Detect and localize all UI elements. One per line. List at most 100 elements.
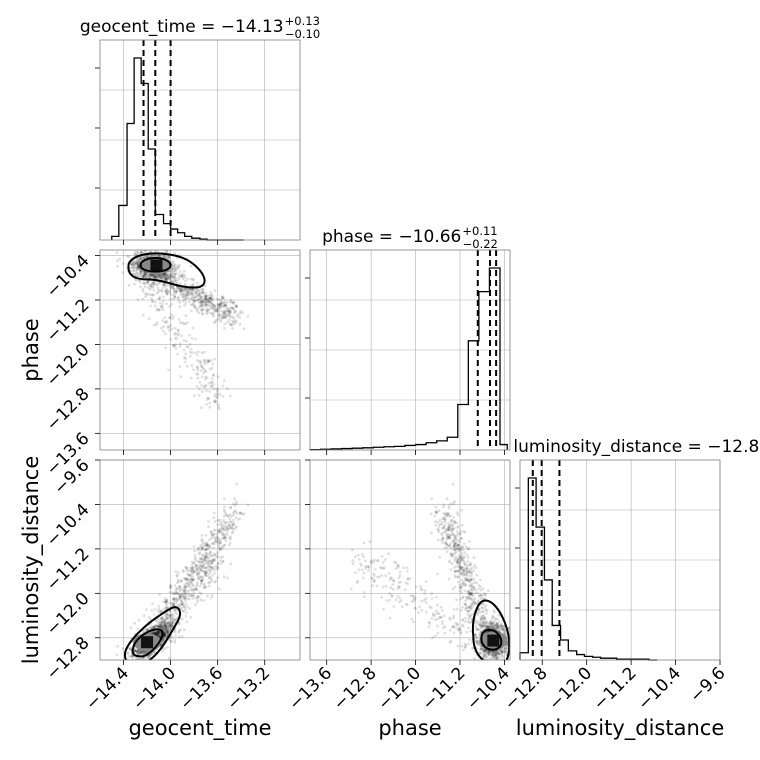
sample-point xyxy=(197,297,201,300)
sample-point xyxy=(132,263,136,266)
sample-point xyxy=(206,559,210,563)
sample-point xyxy=(471,600,475,604)
sample-point xyxy=(169,284,173,288)
sample-point xyxy=(162,634,166,637)
sample-point xyxy=(492,653,496,657)
sample-point xyxy=(149,653,153,657)
sample-point xyxy=(195,569,199,573)
sample-point xyxy=(453,520,457,523)
sample-point xyxy=(182,322,186,325)
sample-point xyxy=(144,651,148,655)
sample-point xyxy=(228,314,232,318)
sample-point xyxy=(177,597,181,601)
sample-point xyxy=(150,297,154,301)
sample-point xyxy=(208,296,212,300)
sample-point xyxy=(145,650,149,654)
sample-point xyxy=(199,295,202,298)
sample-point xyxy=(134,656,138,660)
sample-point xyxy=(129,647,132,651)
sample-point xyxy=(173,295,177,299)
sample-point xyxy=(150,274,154,278)
sample-point xyxy=(462,569,465,573)
sample-point xyxy=(162,624,166,628)
sample-point xyxy=(496,651,500,654)
sample-point xyxy=(462,584,466,587)
sample-point xyxy=(155,624,159,628)
sample-point xyxy=(500,651,504,654)
sample-point xyxy=(126,651,130,655)
sample-point xyxy=(184,290,188,294)
sample-point xyxy=(180,274,184,277)
sample-point xyxy=(157,631,160,634)
sample-point xyxy=(453,552,457,555)
sample-point xyxy=(445,497,449,501)
sample-point xyxy=(495,622,498,626)
sample-point xyxy=(475,639,478,643)
sample-point xyxy=(164,600,167,604)
sample-point xyxy=(166,617,170,620)
sample-point xyxy=(440,532,443,535)
sample-point xyxy=(164,273,168,276)
sample-point xyxy=(500,622,504,626)
sample-point xyxy=(212,373,215,377)
sample-point xyxy=(455,560,459,563)
sample-point xyxy=(476,628,480,632)
sample-point xyxy=(183,597,187,600)
sample-point xyxy=(496,627,500,631)
sample-point xyxy=(452,631,456,635)
sample-point xyxy=(132,264,136,268)
sample-point xyxy=(204,548,208,552)
sample-point xyxy=(209,298,213,302)
sample-point xyxy=(160,626,164,630)
sample-point xyxy=(200,384,203,387)
sample-point xyxy=(483,624,487,628)
sample-point xyxy=(183,356,186,360)
sample-point xyxy=(496,625,499,629)
sample-point xyxy=(148,276,152,279)
sample-point xyxy=(139,649,143,653)
sample-point xyxy=(142,271,146,275)
sample-point xyxy=(455,521,458,525)
sample-point xyxy=(131,242,134,245)
sample-point xyxy=(481,625,485,629)
sample-point xyxy=(400,605,404,609)
sample-point xyxy=(216,523,220,526)
sample-point xyxy=(147,655,150,659)
sample-point xyxy=(196,298,200,302)
sample-point xyxy=(439,605,443,609)
sample-point xyxy=(460,556,464,560)
sample-point xyxy=(181,603,185,607)
sample-point xyxy=(182,570,185,574)
sample-point xyxy=(173,584,177,587)
sample-point xyxy=(158,610,162,614)
sample-point xyxy=(167,277,171,281)
sample-point xyxy=(222,313,225,317)
sample-point xyxy=(190,336,194,340)
sample-point xyxy=(184,297,187,300)
sample-point xyxy=(159,626,163,630)
sample-point xyxy=(152,276,156,279)
sample-point xyxy=(453,500,456,503)
sample-point xyxy=(150,609,154,612)
sample-point xyxy=(436,624,439,628)
sample-point xyxy=(453,557,457,560)
sample-point xyxy=(490,656,494,659)
sample-point xyxy=(484,650,488,654)
sample-point xyxy=(218,307,222,310)
sample-point xyxy=(460,508,463,512)
sample-point xyxy=(158,623,162,627)
sample-point xyxy=(178,585,182,589)
sample-point xyxy=(165,250,169,253)
sample-point xyxy=(204,305,208,309)
sample-point xyxy=(161,639,165,643)
sample-point xyxy=(452,520,456,523)
sample-point xyxy=(464,607,468,610)
sample-point xyxy=(396,564,400,568)
sample-point xyxy=(159,624,163,628)
sample-point xyxy=(353,555,357,559)
sample-point xyxy=(163,634,166,638)
sample-point xyxy=(167,368,171,372)
sample-point xyxy=(474,621,478,625)
sample-point xyxy=(179,274,183,278)
